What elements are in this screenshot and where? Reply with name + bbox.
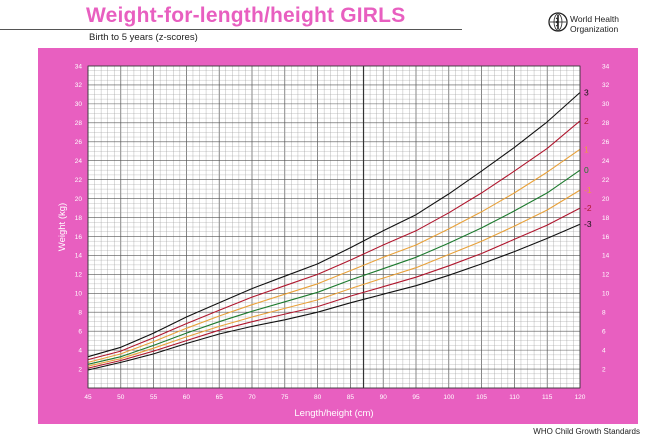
series-line-z1 — [87, 148, 581, 363]
y-tick-label-right: 28 — [602, 120, 610, 127]
y-tick-label-left: 4 — [78, 347, 82, 354]
y-tick-label-left: 24 — [75, 158, 83, 165]
y-tick-label-right: 26 — [602, 139, 610, 146]
x-tick-label: 65 — [216, 394, 224, 401]
x-tick-label: 100 — [443, 394, 454, 401]
y-tick-label-left: 32 — [75, 82, 83, 89]
y-tick-label-right: 16 — [602, 234, 610, 241]
series-label: -1 — [584, 185, 592, 195]
x-tick-label: 50 — [117, 394, 125, 401]
y-tick-label-right: 14 — [602, 253, 610, 260]
y-tick-label-right: 18 — [602, 215, 610, 222]
y-tick-label-left: 34 — [75, 63, 83, 70]
x-tick-label: 95 — [412, 394, 420, 401]
y-tick-label-right: 32 — [602, 82, 610, 89]
x-tick-label: 55 — [150, 394, 158, 401]
who-logo-icon — [548, 12, 568, 32]
y-tick-label-right: 34 — [602, 63, 610, 70]
y-tick-label-left: 20 — [75, 196, 83, 203]
y-tick-label-left: 10 — [75, 291, 83, 298]
y-tick-label-left: 14 — [75, 253, 83, 260]
y-tick-label-left: 12 — [75, 272, 83, 279]
series-label: 3 — [584, 88, 589, 98]
y-tick-label-right: 12 — [602, 272, 610, 279]
y-axis-label: Weight (kg) — [57, 203, 68, 251]
series-line-z0 — [87, 169, 581, 365]
y-tick-label-left: 18 — [75, 215, 83, 222]
x-tick-label: 85 — [347, 394, 355, 401]
series-line-zminus2 — [87, 207, 581, 369]
y-tick-label-right: 8 — [602, 310, 606, 317]
series-label: -3 — [584, 219, 592, 229]
y-tick-label-left: 6 — [78, 328, 82, 335]
series-label: 1 — [584, 144, 589, 154]
chart-title: Weight-for-length/height GIRLS — [86, 4, 406, 27]
x-tick-label: 80 — [314, 394, 322, 401]
series-line-zminus1 — [87, 189, 581, 367]
y-tick-label-left: 2 — [78, 366, 82, 373]
y-tick-label-left: 28 — [75, 120, 83, 127]
y-tick-label-left: 8 — [78, 310, 82, 317]
x-tick-label: 120 — [575, 394, 586, 401]
y-tick-label-right: 24 — [602, 158, 610, 165]
series-label: 0 — [584, 165, 589, 175]
series-line-zminus3 — [87, 223, 581, 371]
x-tick-label: 60 — [183, 394, 191, 401]
y-tick-label-right: 10 — [602, 291, 610, 298]
title-divider — [0, 29, 462, 30]
organization-line-2: Organization — [570, 23, 619, 34]
y-tick-label-left: 26 — [75, 139, 83, 146]
series-lines — [87, 92, 581, 371]
y-tick-label-left: 22 — [75, 177, 83, 184]
series-label: 2 — [584, 116, 589, 126]
y-tick-label-right: 4 — [602, 347, 606, 354]
y-tick-label-left: 30 — [75, 101, 83, 108]
x-tick-label: 75 — [281, 394, 289, 401]
y-tick-label-right: 30 — [602, 101, 610, 108]
y-tick-label-left: 16 — [75, 234, 83, 241]
y-tick-label-right: 20 — [602, 196, 610, 203]
series-line-z2 — [87, 120, 581, 361]
y-tick-label-right: 6 — [602, 328, 606, 335]
x-tick-label: 45 — [84, 394, 92, 401]
x-tick-label: 70 — [248, 394, 256, 401]
organization-name: World Health Organization — [570, 14, 619, 34]
x-tick-label: 115 — [542, 394, 553, 401]
x-axis-label: Length/height (cm) — [294, 408, 373, 419]
y-tick-label-right: 22 — [602, 177, 610, 184]
organization-line-1: World Health — [570, 14, 619, 24]
x-tick-label: 105 — [476, 394, 487, 401]
x-tick-label: 110 — [509, 394, 520, 401]
series-line-z3 — [87, 92, 581, 358]
series-label: -2 — [584, 203, 592, 213]
plot-border — [87, 65, 581, 389]
x-tick-label: 90 — [380, 394, 388, 401]
footer-note: WHO Child Growth Standards — [533, 427, 640, 436]
chart-subtitle: Birth to 5 years (z-scores) — [89, 32, 198, 43]
y-tick-label-right: 2 — [602, 366, 606, 373]
